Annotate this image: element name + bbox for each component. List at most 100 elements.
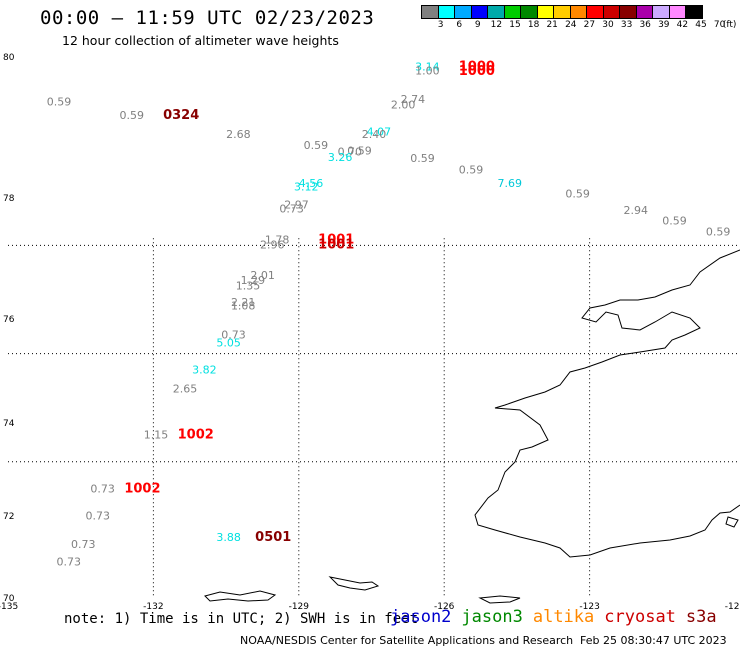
legend-swatch: [454, 5, 472, 19]
wave-height-label: 0.73: [56, 556, 81, 569]
pressure-label: 1002: [124, 482, 160, 497]
wave-height-label: 2.74: [401, 93, 426, 106]
legend-swatch: [487, 5, 505, 19]
map-title: 00:00 – 11:59 UTC 02/23/2023: [40, 7, 375, 29]
legend-swatch: [503, 5, 521, 19]
latitude-label: 74: [3, 419, 15, 429]
satellite-s3a: s3a: [685, 607, 717, 627]
wave-height-label: 3.82: [192, 363, 217, 376]
legend-swatch: [652, 5, 670, 19]
legend-swatch: [520, 5, 538, 19]
wave-height-label: 3.12: [294, 181, 319, 194]
satellite-cryosat: cryosat: [604, 607, 676, 627]
generated-timestamp: Feb 25 08:30:47 UTC 2023: [580, 634, 727, 647]
wave-height-label: 7.69: [498, 177, 522, 190]
wave-height-label: 3.26: [328, 151, 353, 164]
wave-height-label: 0.59: [119, 109, 143, 122]
color-legend: [421, 5, 703, 19]
wave-height-label: 2.94: [624, 204, 649, 217]
longitude-label: -126: [434, 602, 455, 612]
legend-swatch: [602, 5, 620, 19]
wave-height-label: 0.70: [338, 145, 363, 158]
legend-swatch: [470, 5, 488, 19]
legend-swatch: [553, 5, 571, 19]
legend-swatch: [421, 5, 439, 19]
pressure-label: 1001: [318, 238, 354, 253]
legend-label: 6: [456, 20, 463, 30]
credit-line: NOAA/NESDIS Center for Satellite Applica…: [240, 634, 574, 647]
legend-swatch: [668, 5, 686, 19]
footer-note: note: 1) Time is in UTC; 2) SWH is in fe…: [64, 611, 419, 627]
legend-label: 24: [565, 20, 577, 30]
map-subtitle: 12 hour collection of altimeter wave hei…: [62, 33, 339, 48]
wave-height-label: 1.00: [415, 64, 440, 77]
pressure-label: 1001: [318, 233, 354, 248]
legend-label: 33: [620, 20, 633, 30]
color-legend-labels: 3 6 9 12 15 18 21 24 27 30 33 36 39 42 45 70 (ft): [422, 20, 740, 34]
wave-height-label: 0.59: [410, 152, 435, 165]
pressure-label: 1000: [459, 64, 495, 79]
wave-height-label: 2.96: [260, 239, 285, 252]
wave-height-label: 2.00: [391, 98, 416, 111]
pressure-label: 0501: [255, 530, 291, 545]
wave-height-label: 2.65: [173, 382, 198, 395]
pressure-label: 1002: [178, 427, 214, 442]
wave-height-label: 2.97: [284, 198, 309, 211]
longitude-label: -123: [579, 602, 599, 612]
latitude-label: 76: [3, 315, 15, 325]
wave-height-label: 0.59: [459, 163, 484, 176]
latitude-label: 70: [3, 594, 15, 604]
legend-label: 42: [676, 20, 689, 30]
satellite-jason2: jason2: [390, 607, 452, 627]
wave-height-label: 1.15: [144, 428, 169, 441]
latitude-label: 72: [3, 512, 14, 522]
wave-height-label: 1.29: [241, 274, 266, 287]
legend-label: 3: [437, 20, 444, 30]
wave-height-label: 4.56: [299, 177, 324, 190]
coastline-islands: [204, 516, 739, 604]
satellite-altika: altika: [532, 607, 595, 627]
wave-height-label: 0.59: [662, 215, 687, 228]
satellite-legend: jason2 jason3 altika cryosat s3a: [390, 607, 727, 627]
legend-label: 9: [474, 20, 481, 30]
pressure-label: 1000: [459, 60, 495, 75]
legend-label: 15: [509, 20, 521, 30]
wave-height-label: 0.59: [47, 96, 71, 109]
legend-swatch: [586, 5, 604, 19]
latitude-label: 80: [3, 53, 15, 63]
legend-swatch: [635, 5, 653, 19]
wave-height-label: 3.88: [216, 531, 241, 544]
wave-height-label: 0.59: [706, 226, 731, 239]
legend-label: 12: [490, 20, 503, 30]
observations-layer: 0.59 0.59 0324 2.68 0.59 2.742.00 3.141.00 1000…: [47, 60, 731, 569]
wave-height-label: 0.59: [347, 144, 372, 157]
coastline-mainland: [474, 249, 740, 558]
wave-height-label: 1.78: [265, 234, 290, 247]
wave-height-label: 3.14: [415, 61, 440, 74]
pressure-label: 0324: [163, 108, 199, 123]
wave-height-label: 2.21: [231, 296, 256, 309]
wave-height-label: 1.08: [231, 300, 256, 313]
longitude-label: -129: [289, 602, 310, 612]
satellite-jason3: jason3: [461, 607, 523, 627]
legend-label: 45: [695, 20, 707, 30]
wave-height-label: 4.07: [367, 125, 392, 138]
wave-height-label: 0.59: [304, 139, 329, 152]
legend-label: 70: [713, 20, 726, 30]
longitude-label: -135: [0, 602, 18, 612]
wave-height-label: 2.68: [226, 128, 251, 141]
wave-height-label: 0.59: [565, 188, 590, 201]
legend-swatch: [569, 5, 587, 19]
wave-height-label: 1.35: [236, 280, 261, 293]
legend-label: 39: [658, 20, 670, 30]
legend-swatch: [437, 5, 455, 19]
legend-label: 30: [602, 20, 614, 30]
legend-swatch: [619, 5, 637, 19]
legend-label: (ft): [722, 20, 737, 30]
wave-height-label: 0.73: [86, 510, 111, 523]
legend-label: 18: [527, 20, 540, 30]
wave-height-label: 5.05: [216, 336, 241, 349]
coastline: [204, 249, 740, 604]
axis-labels: -135 -132 -129 -126 -123 -120 80 78 76 74 72 70: [0, 53, 740, 612]
